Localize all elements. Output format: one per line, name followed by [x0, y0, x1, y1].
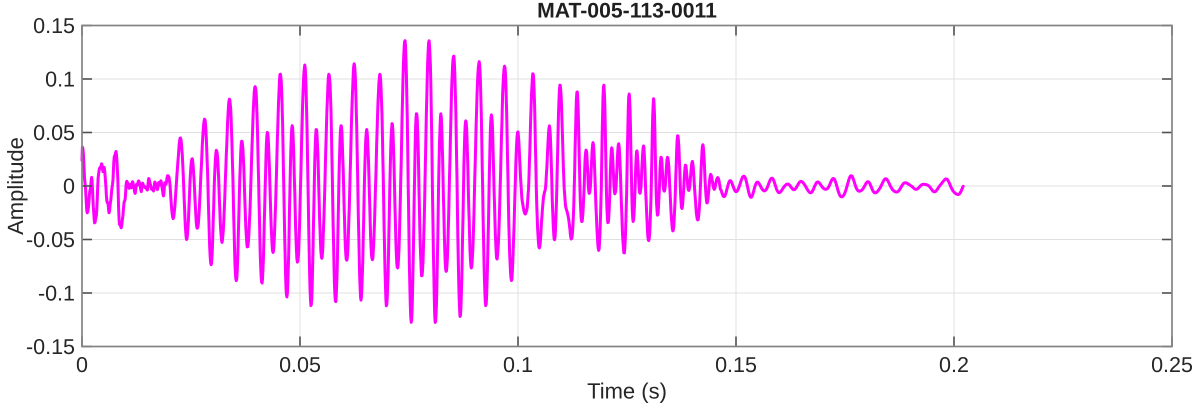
- svg-text:0.15: 0.15: [715, 353, 757, 377]
- svg-text:0: 0: [63, 175, 75, 199]
- svg-text:Amplitude: Amplitude: [3, 137, 28, 235]
- svg-text:0.2: 0.2: [939, 353, 969, 377]
- svg-text:0.05: 0.05: [279, 353, 321, 377]
- svg-text:0: 0: [76, 353, 88, 377]
- svg-text:-0.1: -0.1: [38, 282, 75, 306]
- svg-text:Time (s): Time (s): [587, 379, 667, 404]
- svg-text:MAT-005-113-0011: MAT-005-113-0011: [537, 0, 717, 23]
- svg-text:0.1: 0.1: [45, 68, 75, 92]
- svg-text:-0.15: -0.15: [26, 335, 75, 359]
- svg-text:0.1: 0.1: [503, 353, 533, 377]
- svg-text:0.25: 0.25: [1151, 353, 1193, 377]
- svg-text:0.05: 0.05: [33, 121, 75, 145]
- svg-text:-0.05: -0.05: [26, 228, 75, 252]
- svg-text:0.15: 0.15: [33, 14, 75, 38]
